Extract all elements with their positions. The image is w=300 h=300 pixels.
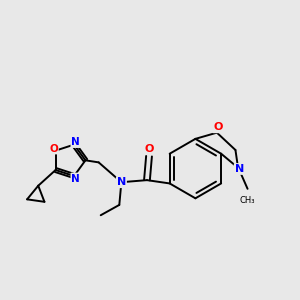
Text: N: N — [71, 173, 80, 184]
Text: CH₃: CH₃ — [240, 196, 255, 205]
Text: N: N — [117, 177, 126, 187]
Text: O: O — [213, 122, 222, 132]
Text: O: O — [49, 144, 58, 154]
Text: N: N — [235, 164, 244, 174]
Text: O: O — [144, 144, 154, 154]
Text: N: N — [71, 137, 80, 147]
